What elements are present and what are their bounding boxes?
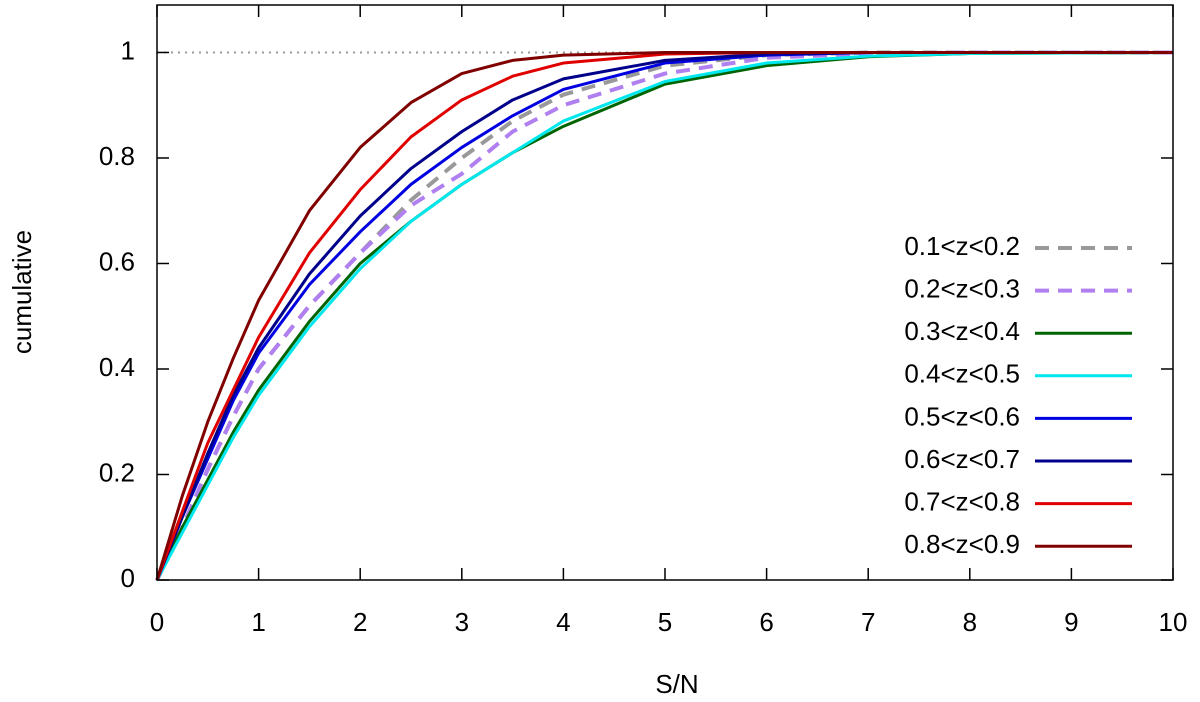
y-tick-label: 0.4 — [99, 352, 135, 382]
y-tick-label: 0.8 — [99, 141, 135, 171]
y-tick-label: 0 — [121, 563, 135, 593]
legend-label: 0.1<z<0.2 — [904, 231, 1020, 261]
series-line — [155, 50, 1173, 581]
x-tick-label: 5 — [658, 607, 672, 637]
x-tick-label: 6 — [759, 607, 773, 637]
x-tick-label: 9 — [1064, 607, 1078, 637]
x-tick-label: 3 — [455, 607, 469, 637]
x-tick-label: 4 — [556, 607, 570, 637]
legend-label: 0.4<z<0.5 — [904, 359, 1020, 389]
x-axis-label: S/N — [655, 669, 698, 699]
plot-frame — [156, 4, 1174, 581]
series-line — [155, 50, 1173, 581]
legend-label: 0.6<z<0.7 — [904, 444, 1020, 474]
x-tick-label: 8 — [963, 607, 977, 637]
y-tick-label: 0.2 — [99, 457, 135, 487]
legend-label: 0.5<z<0.6 — [904, 401, 1020, 431]
legend-label: 0.3<z<0.4 — [904, 316, 1020, 346]
series-line — [155, 50, 1174, 581]
series-line — [155, 50, 1174, 581]
legend-label: 0.7<z<0.8 — [904, 486, 1020, 516]
y-tick-label: 0.6 — [99, 246, 135, 276]
y-tick-label: 1 — [121, 35, 135, 65]
x-tick-label: 7 — [861, 607, 875, 637]
series-line — [155, 50, 1173, 581]
legend-label: 0.8<z<0.9 — [904, 529, 1020, 559]
x-tick-label: 2 — [353, 607, 367, 637]
legend-label: 0.2<z<0.3 — [904, 273, 1020, 303]
y-axis-label: cumulative — [7, 230, 37, 354]
x-tick-label: 0 — [150, 607, 164, 637]
series-line — [155, 50, 1173, 581]
x-tick-label: 10 — [1159, 607, 1188, 637]
x-tick-label: 1 — [251, 607, 265, 637]
series-line — [155, 50, 1173, 581]
series-line — [155, 50, 1173, 581]
